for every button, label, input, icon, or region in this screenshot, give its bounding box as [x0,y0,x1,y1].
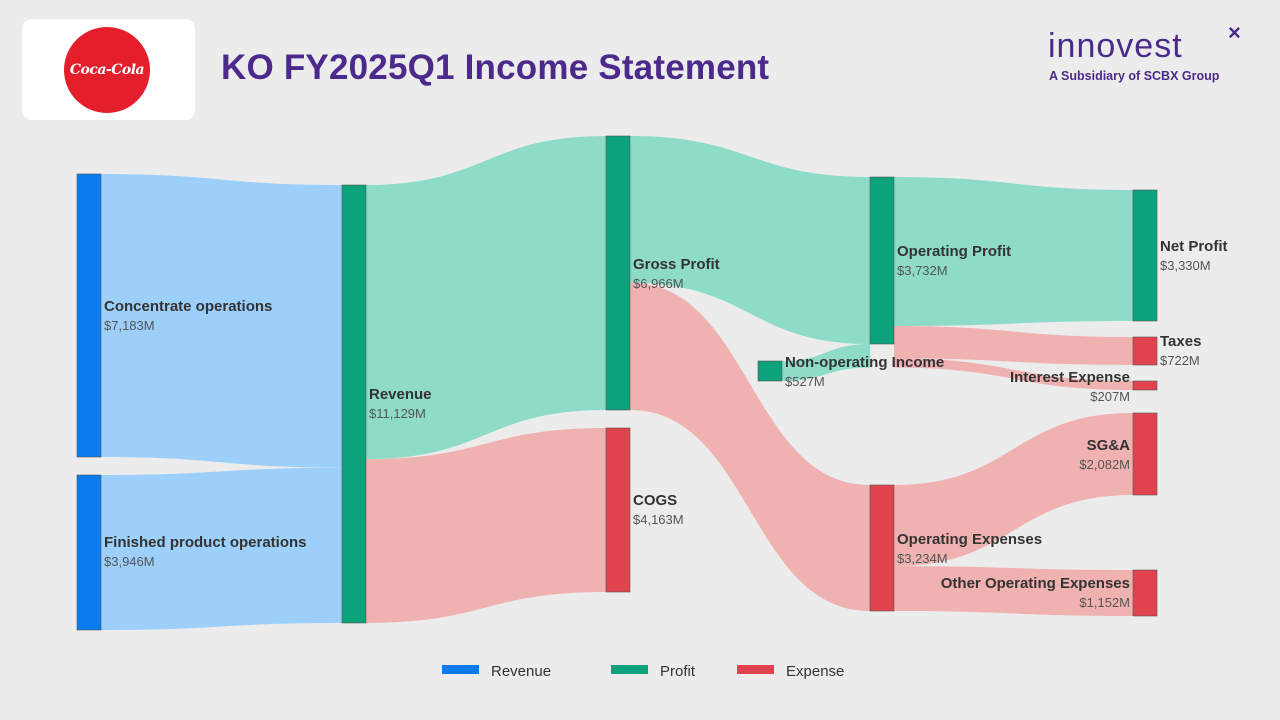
legend-swatch-expense [737,665,774,674]
node-value-other_opex: $1,152M [1079,595,1130,610]
links-layer [101,136,1133,630]
node-value-cogs: $4,163M [633,512,684,527]
legend: Revenue Profit Expense [442,663,844,680]
node-label-revenue: Revenue [369,386,432,403]
node-label-nonop_income: Non-operating Income [785,354,944,371]
node-sga [1132,412,1158,496]
link-finished-to-revenue [101,467,342,630]
node-label-operating_profit: Operating Profit [897,243,1011,260]
link-revenue-to-gross_profit [366,136,606,460]
link-gross_profit-to-operating_profit [630,136,870,344]
link-gross_profit-to-operating_expenses [630,282,870,611]
node-label-net_profit: Net Profit [1160,238,1228,255]
labels-layer: Concentrate operations $7,183M Finished pr… [104,238,1228,610]
legend-label-revenue: Revenue [491,663,551,680]
node-finished [76,474,102,631]
node-value-gross_profit: $6,966M [633,276,684,291]
node-revenue [341,184,367,624]
node-net_profit [1132,189,1158,322]
node-value-finished: $3,946M [104,554,155,569]
logo-text: Coca-Cola [69,62,145,78]
link-operating_profit-to-taxes [894,326,1133,365]
link-nonop_income-to-operating_profit [782,344,870,381]
node-value-interest_expense: $207M [1090,389,1130,404]
link-operating_expenses-to-sga [894,413,1133,567]
node-label-sga: SG&A [1087,437,1131,454]
link-operating_profit-to-interest_expense [894,358,1133,390]
node-taxes [1132,336,1158,366]
brand-logo: innovest × A Subsidiary of SCBX Group [1048,20,1258,86]
legend-label-profit: Profit [660,663,696,680]
link-operating_profit-to-net_profit [894,177,1133,327]
coca-cola-logo: Coca-Cola [64,27,150,113]
node-gross_profit [605,135,631,411]
nodes-layer [76,135,1158,631]
node-label-operating_expenses: Operating Expenses [897,531,1042,548]
node-value-nonop_income: $527M [785,374,825,389]
node-interest_expense [1132,380,1158,391]
node-cogs [605,427,631,593]
link-operating_expenses-to-other_opex [894,566,1133,616]
node-value-taxes: $722M [1160,353,1200,368]
node-value-net_profit: $3,330M [1160,258,1211,273]
node-label-taxes: Taxes [1160,333,1201,350]
node-value-operating_profit: $3,732M [897,263,948,278]
link-concentrate-to-revenue [101,174,342,468]
node-value-revenue: $11,129M [369,406,426,421]
brand-name: innovest [1048,27,1183,65]
node-operating_expenses [869,484,895,612]
node-label-cogs: COGS [633,492,677,509]
node-value-concentrate: $7,183M [104,318,155,333]
legend-label-expense: Expense [786,663,844,680]
legend-swatch-profit [611,665,648,674]
brand-subtitle: A Subsidiary of SCBX Group [1049,69,1220,83]
brand-x-icon: × [1228,20,1241,45]
node-value-operating_expenses: $3,234M [897,551,948,566]
node-operating_profit [869,176,895,345]
node-label-gross_profit: Gross Profit [633,256,720,273]
company-logo-card: Coca-Cola [22,19,195,120]
node-label-interest_expense: Interest Expense [1010,369,1130,386]
legend-swatch-revenue [442,665,479,674]
node-label-other_opex: Other Operating Expenses [941,575,1130,592]
node-label-finished: Finished product operations [104,534,307,551]
link-revenue-to-cogs [366,428,606,623]
node-nonop_income [757,360,783,382]
node-value-sga: $2,082M [1079,457,1130,472]
node-label-concentrate: Concentrate operations [104,298,272,315]
node-other_opex [1132,569,1158,617]
page-title: KO FY2025Q1 Income Statement [221,48,770,87]
node-concentrate [76,173,102,458]
